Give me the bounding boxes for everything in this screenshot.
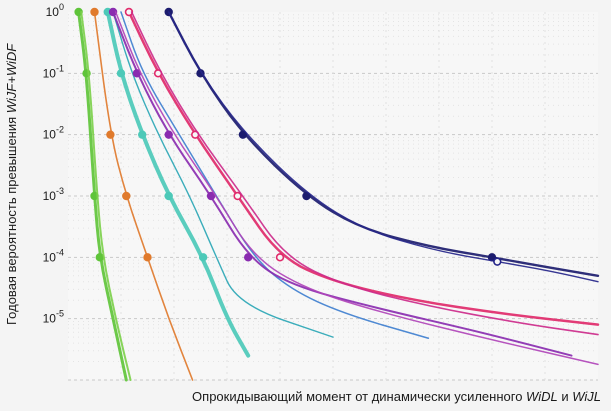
series-line <box>168 11 599 283</box>
series-4 <box>112 11 334 338</box>
data-point <box>138 130 147 139</box>
data-point <box>95 253 105 262</box>
y-axis-label: Годовая вероятность превышения WiJF+WiDF <box>4 8 26 360</box>
data-point <box>244 253 253 262</box>
series-line <box>130 11 599 336</box>
data-point <box>143 253 152 262</box>
y-tick-exp: 0 <box>59 2 64 12</box>
y-tick-base: 10 <box>43 312 57 326</box>
y-tick-label: 10-2 <box>43 125 64 142</box>
series-line <box>105 10 251 358</box>
ylabel-part: Годовая вероятность превышения <box>4 112 19 325</box>
y-tick-exp: -4 <box>56 247 64 257</box>
series-line <box>114 11 599 366</box>
y-tick-label: 10-5 <box>43 309 64 326</box>
data-point <box>302 191 311 201</box>
y-tick-base: 10 <box>43 189 57 203</box>
y-tick-label: 10-4 <box>43 247 64 264</box>
xlabel-part: WiDL <box>526 389 558 404</box>
data-point <box>90 7 99 17</box>
y-tick-exp: -3 <box>56 186 64 196</box>
y-tick-exp: -2 <box>56 125 64 135</box>
xlabel-part: и <box>557 389 573 404</box>
series-6 <box>108 7 573 357</box>
series-3 <box>103 7 251 358</box>
series-9 <box>130 11 599 336</box>
data-point <box>164 130 173 139</box>
y-tick-label: 10-1 <box>43 63 64 80</box>
series-line <box>77 10 128 382</box>
data-point <box>116 69 126 78</box>
y-tick-label: 100 <box>46 2 64 19</box>
data-point <box>493 257 502 266</box>
y-tick-base: 10 <box>43 128 57 142</box>
series-layer <box>74 7 600 382</box>
series-8 <box>124 7 600 326</box>
y-tick-label: 10-3 <box>43 186 64 203</box>
series-1 <box>80 11 132 381</box>
series-2 <box>90 7 194 381</box>
series-11 <box>168 11 599 283</box>
data-point <box>106 130 115 139</box>
xlabel-part: Опрокидывающий момент от динамически уси… <box>192 389 527 404</box>
series-line <box>80 11 132 381</box>
data-point <box>275 253 285 262</box>
data-point <box>206 191 216 201</box>
series-line <box>112 11 334 338</box>
ylabel-part: WiJF+WiDF <box>4 43 19 113</box>
y-tick-base: 10 <box>43 250 57 264</box>
y-tick-base: 10 <box>46 5 60 19</box>
xlabel-part: WiJL <box>572 389 601 404</box>
y-tick-base: 10 <box>43 66 57 80</box>
data-point <box>198 253 208 262</box>
data-point <box>238 130 248 139</box>
data-point <box>164 191 173 201</box>
data-point <box>233 191 242 201</box>
data-point <box>122 191 131 201</box>
series-7 <box>114 11 599 366</box>
x-axis-label: Опрокидывающий момент от динамически уси… <box>192 389 601 404</box>
y-tick-exp: -5 <box>56 309 64 319</box>
y-tick-exp: -1 <box>56 63 64 73</box>
